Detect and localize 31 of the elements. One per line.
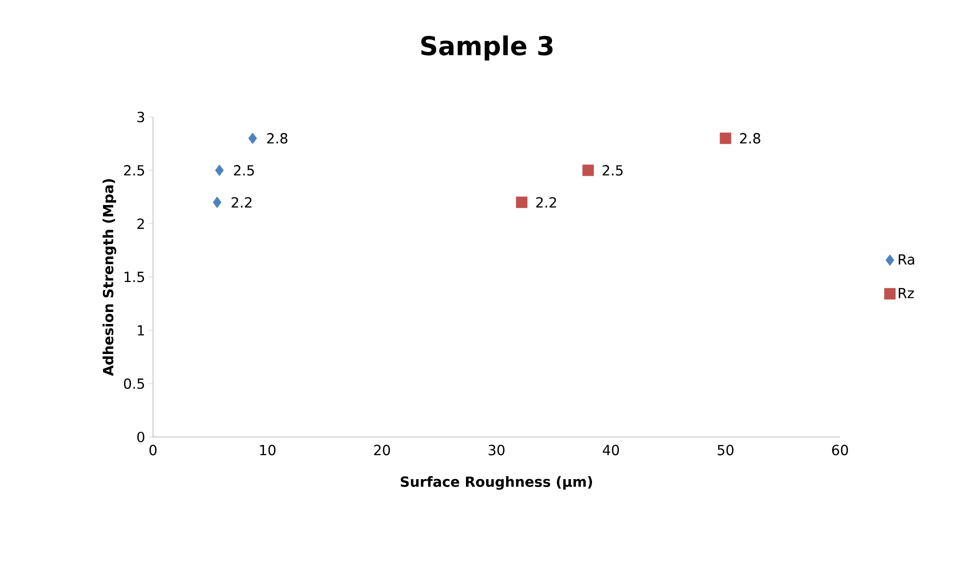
x-tick-label: 40: [602, 444, 619, 456]
y-tick-label: 0.5: [124, 378, 144, 389]
data-label: 2.5: [602, 165, 623, 176]
data-label: 2.5: [234, 165, 254, 176]
point: [248, 132, 257, 144]
chart-title: Sample 3: [421, 35, 553, 61]
point: [212, 196, 222, 208]
y-tick-label: 2.5: [124, 165, 144, 176]
y-tick-label: 1: [138, 325, 144, 336]
y-tick-label: 3: [137, 112, 144, 122]
x-tick-label: 50: [718, 444, 734, 456]
legend-label: Ra: [898, 254, 914, 265]
y-tick-label: 1.5: [124, 272, 144, 282]
x-tick-label: 10: [260, 444, 276, 456]
data-label: 2.8: [267, 133, 288, 144]
y-axis-title: Adhesion Strength (Mpa): [102, 179, 116, 376]
x-tick-label: 20: [374, 444, 390, 456]
y-tick-label: 0: [137, 432, 144, 442]
x-axis-title: Surface Roughness (µm): [400, 476, 592, 490]
x-tick-label: 30: [488, 444, 504, 456]
data-label: 2.8: [740, 133, 760, 144]
data-label: 2.2: [536, 197, 556, 208]
point: [215, 164, 224, 176]
x-tick-label: 60: [832, 444, 848, 456]
legend-label: Rz: [898, 288, 914, 298]
point: [582, 164, 594, 176]
y-tick-label: 2: [137, 218, 144, 229]
x-tick-label: 0: [149, 444, 157, 456]
point: [516, 196, 528, 208]
point: [720, 132, 732, 144]
data-label: 2.2: [232, 197, 252, 208]
